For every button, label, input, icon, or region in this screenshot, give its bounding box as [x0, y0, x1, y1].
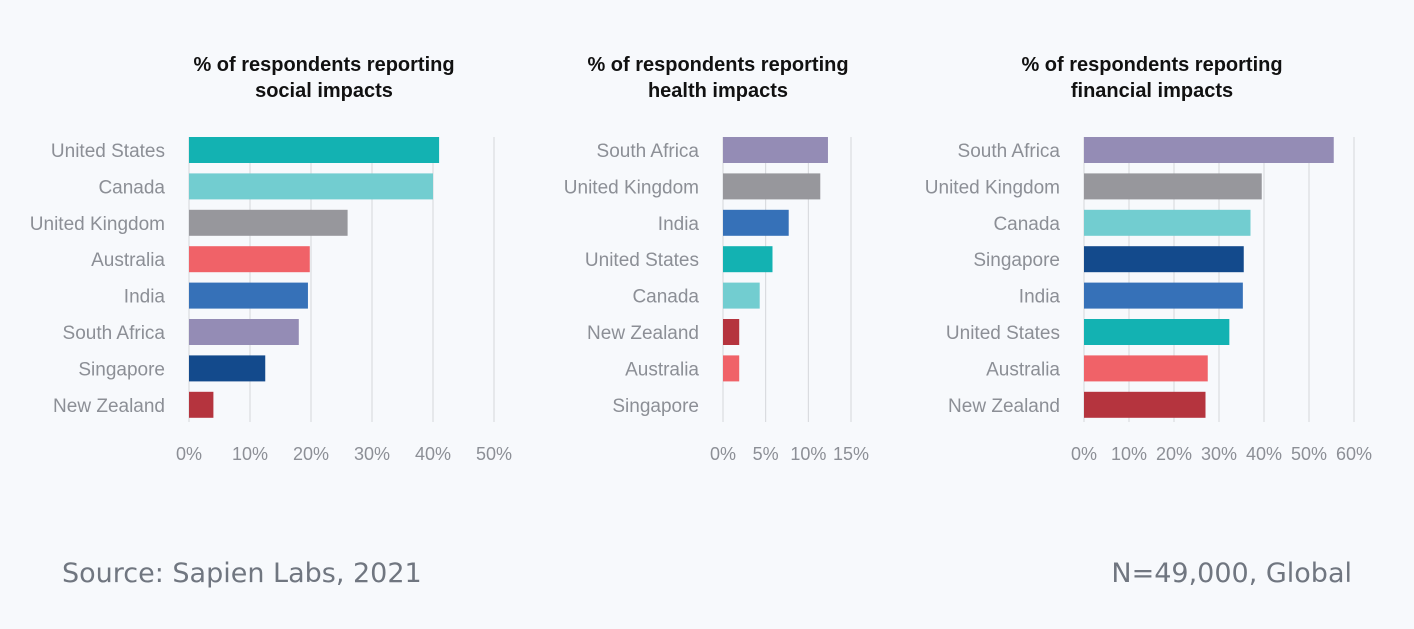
x-tick-label: 15%: [833, 444, 869, 464]
category-label: United States: [946, 323, 1060, 344]
chart-title-line-2: social impacts: [255, 80, 393, 102]
category-label: Canada: [632, 287, 699, 308]
x-tick-label: 0%: [1071, 444, 1097, 464]
bar: [1084, 209, 1251, 236]
bar: [1084, 246, 1244, 273]
bar: [723, 246, 773, 273]
bar: [189, 173, 433, 200]
category-label: New Zealand: [948, 396, 1060, 417]
bar: [1084, 391, 1206, 418]
category-label: New Zealand: [587, 323, 699, 344]
x-tick-label: 30%: [354, 444, 390, 464]
bar: [723, 319, 740, 345]
bar: [1084, 355, 1208, 382]
bar: [189, 319, 299, 345]
category-label: Canada: [993, 214, 1060, 235]
category-label: India: [124, 287, 166, 308]
bar: [723, 282, 760, 309]
chart-title-line-1: % of respondents reporting: [193, 54, 455, 76]
bar: [1084, 173, 1262, 200]
chart-title-line-2: health impacts: [647, 80, 789, 102]
category-label: United Kingdom: [564, 177, 699, 198]
x-tick-label: 30%: [1201, 444, 1237, 464]
x-tick-label: 0%: [176, 444, 202, 464]
category-label: United States: [585, 250, 699, 271]
category-label: South Africa: [958, 141, 1061, 162]
category-label: United Kingdom: [925, 177, 1060, 198]
x-tick-label: 60%: [1336, 444, 1372, 464]
x-tick-label: 40%: [1246, 444, 1282, 464]
source-note: Source: Sapien Labs, 2021: [62, 558, 422, 589]
x-tick-label: 20%: [1156, 444, 1192, 464]
chart-title-line-1: % of respondents reporting: [1021, 54, 1283, 76]
bar: [189, 137, 440, 163]
bar: [189, 355, 266, 382]
bar: [723, 173, 821, 200]
sample-note: N=49,000, Global: [1111, 558, 1352, 589]
bar: [189, 209, 348, 236]
chart-title-health: % of respondents reporting health impact…: [498, 52, 938, 104]
category-label: South Africa: [63, 323, 166, 344]
bar: [723, 209, 789, 236]
bar: [723, 137, 828, 163]
x-tick-label: 40%: [415, 444, 451, 464]
bar: [189, 282, 308, 309]
bar: [723, 355, 740, 382]
x-tick-label: 5%: [753, 444, 779, 464]
chart-title-line-1: % of respondents reporting: [587, 54, 849, 76]
category-label: South Africa: [597, 141, 700, 162]
category-label: Australia: [986, 359, 1060, 380]
bar: [1084, 137, 1334, 163]
x-tick-label: 20%: [293, 444, 329, 464]
bar: [1084, 319, 1230, 345]
category-label: United States: [51, 141, 165, 162]
category-label: Australia: [91, 250, 165, 271]
category-label: United Kingdom: [30, 214, 165, 235]
x-tick-label: 10%: [790, 444, 826, 464]
category-label: Singapore: [612, 396, 699, 417]
bar: [189, 391, 214, 418]
x-tick-label: 10%: [232, 444, 268, 464]
x-tick-label: 0%: [710, 444, 736, 464]
chart-title-financial: % of respondents reporting financial imp…: [932, 52, 1372, 104]
category-label: New Zealand: [53, 396, 165, 417]
chart-title-line-2: financial impacts: [1070, 80, 1234, 102]
chart-title-social: % of respondents reporting social impact…: [104, 52, 544, 104]
category-label: Singapore: [78, 359, 165, 380]
bar: [1084, 282, 1243, 309]
x-tick-label: 10%: [1111, 444, 1147, 464]
x-tick-label: 50%: [476, 444, 512, 464]
category-label: Singapore: [973, 250, 1060, 271]
category-label: Canada: [98, 177, 165, 198]
category-label: India: [658, 214, 700, 235]
x-tick-label: 50%: [1291, 444, 1327, 464]
category-label: India: [1019, 287, 1061, 308]
bar: [189, 246, 310, 273]
category-label: Australia: [625, 359, 699, 380]
